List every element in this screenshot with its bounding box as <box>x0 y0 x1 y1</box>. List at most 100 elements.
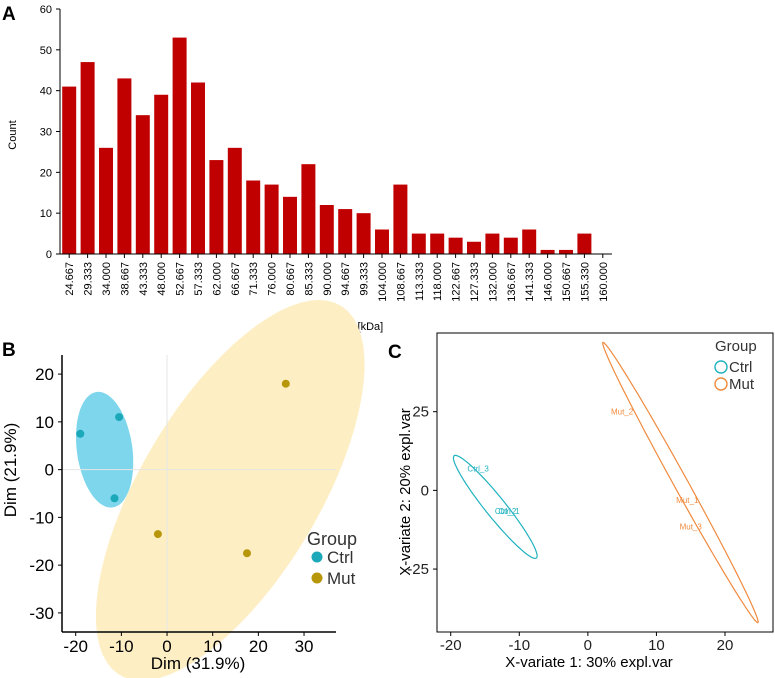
pca-y-tick-labels: 20 10 0 -10 -20 -30 <box>29 365 54 623</box>
x-tick-label: 52.667 <box>175 262 187 296</box>
bar-43.333 <box>135 115 150 254</box>
mut-sample-label-3: Mut_3 <box>680 523 703 532</box>
bar-122.667 <box>448 237 463 254</box>
plsda-legend-swatch-ctrl <box>714 360 728 374</box>
mut-point-1 <box>281 379 290 388</box>
pca-plot: 20 10 0 -10 -20 -30 -20 -10 0 10 20 30 Dim (21.9%)… <box>1 299 365 678</box>
x-tick-label: 99.333 <box>359 262 371 296</box>
x-tick-label: 155.330 <box>579 262 591 302</box>
bar-132.000 <box>485 233 500 254</box>
x-tick-label: 136.667 <box>506 262 518 302</box>
x-tick-label: 62.000 <box>211 262 223 296</box>
bar-150.667 <box>559 249 573 254</box>
x-tick-label: 113.333 <box>414 262 426 301</box>
y-axis-title: Count <box>7 120 19 149</box>
panel-letter-b: B <box>2 340 16 361</box>
pca-y-tick-label: -10 <box>29 508 54 527</box>
ctrl-confidence-ellipse <box>76 391 134 508</box>
x-tick-label: 94.667 <box>340 262 352 296</box>
pca-legend-swatch-ctrl <box>311 551 323 563</box>
pca-y-tick-label: -20 <box>29 556 54 575</box>
mut-confidence-ellipse <box>95 299 365 678</box>
plsda-legend-label-mut: Mut <box>729 376 755 393</box>
bar-52.667 <box>172 37 187 254</box>
pca-x-tick-label: 20 <box>249 637 268 656</box>
pca-legend-swatch-mut <box>311 572 323 584</box>
pca-y-axis-title: Dim (21.9%) <box>1 423 20 517</box>
bar-57.333 <box>191 82 205 254</box>
pca-x-tick-label: -10 <box>109 637 134 656</box>
bar-94.667 <box>338 209 353 254</box>
plsda-y-tick-label: -25 <box>407 561 429 578</box>
pca-legend-title: Group <box>307 529 357 549</box>
bar-76.000 <box>264 184 279 254</box>
bar-104.000 <box>375 229 389 254</box>
bar-146.000 <box>540 249 555 254</box>
plsda-y-tick-label: 25 <box>412 404 429 421</box>
mut-sample-label-2: Mut_1 <box>676 496 699 505</box>
bar-34.000 <box>99 147 113 254</box>
bar-series <box>62 37 592 254</box>
x-tick-label: 71.333 <box>248 262 260 296</box>
ctrl-ellipse <box>452 454 538 560</box>
x-tick-label: 104.000 <box>377 262 389 302</box>
bar-127.333 <box>467 241 481 254</box>
ctrl-sample-label-2: Ctrl_2 <box>495 507 517 516</box>
x-tick-label: 146.000 <box>543 262 555 302</box>
x-tick-label: 150.667 <box>561 262 573 302</box>
x-tick-label: 57.333 <box>193 262 205 296</box>
x-tick-label: 38.667 <box>119 262 131 296</box>
x-tick-label: 160.000 <box>598 262 610 302</box>
ctrl-sample-label-3: Ctrl_1 <box>498 507 520 516</box>
pca-y-tick-label: 10 <box>35 413 54 432</box>
pca-x-tick-label: -20 <box>63 637 88 656</box>
pca-x-axis-title: Dim (31.9%) <box>151 654 245 673</box>
y-tick-label: 0 <box>46 249 52 261</box>
x-tick-label: 127.333 <box>469 262 481 302</box>
bar-chart-mw: 0 10 20 30 40 50 60 24.667 29.333 34.000 38.667 43… <box>7 4 612 333</box>
ctrl-point-1 <box>76 429 85 438</box>
pca-x-tick-label: 10 <box>203 637 222 656</box>
mut-point-3 <box>243 549 251 558</box>
ctrl-sample-label-1: Ctrl_3 <box>467 464 489 473</box>
pca-x-tick-labels: -20 -10 0 10 20 30 <box>63 637 313 656</box>
pca-y-tick-label: -30 <box>29 604 54 623</box>
plsda-y-tick-label: 0 <box>421 482 429 499</box>
bar-118.000 <box>430 233 445 254</box>
plsda-x-tick-label: 10 <box>648 637 665 654</box>
bar-66.667 <box>227 147 242 254</box>
bar-90.000 <box>319 205 334 254</box>
pca-legend: Group Ctrl Mut <box>307 529 357 588</box>
plsda-plot-frame <box>436 332 774 633</box>
x-tick-label: 76.000 <box>267 262 279 296</box>
bar-29.333 <box>80 62 95 254</box>
x-tick-label: 80.667 <box>285 262 297 296</box>
x-tick-label: 85.333 <box>303 262 315 296</box>
ctrl-point-2 <box>115 413 124 422</box>
bar-71.333 <box>246 180 261 254</box>
plsda-legend: Group Ctrl Mut <box>714 338 757 393</box>
bar-24.667 <box>62 86 77 254</box>
bar-38.667 <box>117 78 132 254</box>
bar-85.333 <box>301 164 316 254</box>
pca-y-tick-label: 0 <box>45 461 54 480</box>
x-tick-label: 90.000 <box>322 262 334 296</box>
plsda-y-tick-labels: 25 0 -25 <box>407 404 429 578</box>
plsda-y-axis-title: X-variate 2: 20% expl.var <box>397 408 414 576</box>
x-tick-labels: 24.667 29.333 34.000 38.667 43.333 48.000 52.6… <box>64 262 610 302</box>
plsda-x-tick-label: -20 <box>440 637 462 654</box>
plsda-legend-swatch-mut <box>714 377 728 391</box>
pca-legend-label-ctrl: Ctrl <box>327 548 353 567</box>
y-tick-labels: 0 10 20 30 40 50 60 <box>40 4 52 261</box>
x-tick-label: 48.000 <box>156 262 168 296</box>
plsda-x-axis-title: X-variate 1: 30% expl.var <box>505 654 673 671</box>
plsda-x-tick-labels: -20 -10 0 10 20 <box>440 637 733 654</box>
y-tick-label: 40 <box>40 86 52 98</box>
bar-136.667 <box>503 237 518 254</box>
mut-ellipse <box>602 341 759 624</box>
plsda-legend-title: Group <box>715 338 757 355</box>
pca-plot-area <box>58 299 365 678</box>
plsda-x-tick-label: 20 <box>717 637 734 654</box>
